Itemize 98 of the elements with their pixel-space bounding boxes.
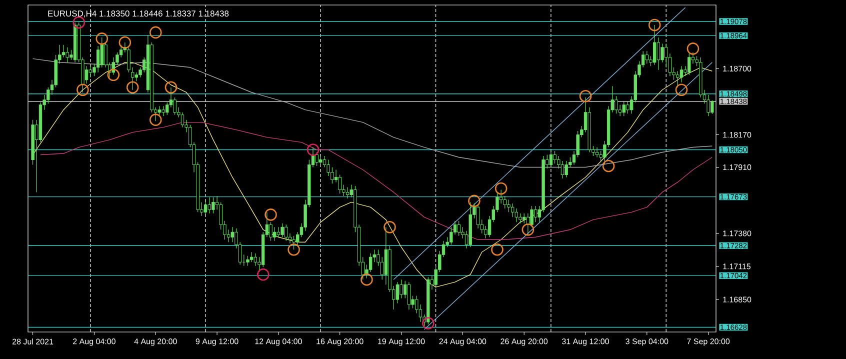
candlestick	[400, 279, 403, 299]
point	[384, 221, 396, 234]
candlestick	[254, 253, 258, 266]
point	[491, 243, 504, 256]
x-tick-label: 24 Aug 04:00	[439, 338, 486, 346]
x-tick-label: 19 Aug 12:00	[378, 338, 425, 346]
candlestick	[346, 186, 350, 199]
candlestick	[564, 160, 568, 178]
candlestick	[88, 66, 92, 78]
point	[360, 273, 373, 286]
candlestick	[507, 199, 510, 212]
point	[107, 68, 120, 82]
candlestick	[131, 67, 134, 90]
candlestick	[534, 206, 538, 222]
candlestick	[368, 253, 372, 272]
x-tick-label: 31 Aug 12:00	[562, 338, 609, 346]
candlestick	[510, 203, 514, 218]
candlestick	[614, 96, 618, 114]
point	[76, 84, 89, 96]
candlestick	[112, 57, 115, 76]
x-tick-label: 3 Sep 04:00	[626, 338, 668, 346]
x-tick-label: 26 Aug 20:00	[500, 338, 548, 346]
candlestick	[680, 66, 684, 83]
candlestick	[212, 196, 215, 214]
candlestick	[230, 226, 234, 242]
candlestick	[276, 226, 280, 238]
y-tick-label: 1.17115	[723, 264, 751, 270]
candlestick	[250, 252, 254, 262]
x-tick-label: 4 Aug 20:00	[134, 338, 177, 346]
point	[149, 114, 162, 126]
candlestick	[688, 53, 691, 76]
candlestick	[62, 44, 66, 58]
candlestick	[514, 208, 518, 222]
candlestick	[560, 160, 564, 179]
candlestick	[522, 213, 526, 224]
candlestick	[292, 236, 296, 250]
line-series	[32, 62, 713, 288]
candlestick	[622, 100, 626, 116]
candlestick	[326, 159, 330, 176]
point	[306, 144, 320, 156]
candlestick	[162, 106, 165, 116]
candlestick	[549, 149, 553, 168]
candlestick	[158, 106, 162, 116]
candlestick	[396, 282, 400, 304]
candlestick	[676, 70, 680, 88]
candlestick	[273, 226, 276, 242]
point	[648, 18, 661, 32]
candlestick	[246, 256, 250, 266]
candlestick	[553, 150, 556, 164]
candlestick	[656, 37, 660, 70]
point	[264, 208, 277, 221]
candlestick	[66, 47, 69, 63]
point	[468, 194, 480, 208]
candlestick	[330, 166, 334, 184]
x-tick-label: 28 Jul 2021	[12, 338, 54, 344]
point	[522, 224, 534, 236]
candlestick	[134, 72, 138, 82]
candlestick	[476, 204, 480, 229]
y-tick-label: 1.17380	[723, 230, 752, 236]
y-tick-label: 1.18170	[723, 132, 752, 138]
y-tick-label: 1.18700	[723, 66, 752, 72]
candlestick	[710, 100, 714, 114]
point	[675, 84, 688, 96]
point	[494, 182, 508, 195]
text: EURUSD,H4 1.18350 1.18446 1.18337 1.18438	[48, 10, 229, 18]
candlestick	[518, 213, 522, 224]
point	[288, 243, 300, 256]
y-tick-label: 1.17910	[723, 164, 752, 170]
candlestick	[204, 199, 208, 215]
candlestick	[595, 146, 599, 158]
candlestick	[96, 46, 100, 73]
point	[164, 81, 178, 94]
y-tick-label: 1.16850	[723, 296, 752, 302]
candlestick	[457, 220, 460, 236]
point	[256, 268, 270, 281]
candlestick	[280, 223, 284, 238]
candlestick	[319, 156, 322, 166]
candlestick	[127, 47, 130, 73]
x-tick-label: 7 Sep 20:00	[687, 338, 730, 346]
candlestick	[645, 50, 649, 64]
candlestick	[626, 100, 630, 114]
point	[126, 81, 139, 94]
x-tick-label: 12 Aug 04:00	[255, 338, 302, 346]
candlestick	[407, 282, 411, 310]
point	[118, 36, 132, 49]
candlestick	[208, 196, 211, 214]
point	[422, 317, 434, 330]
point	[149, 26, 162, 39]
point	[602, 160, 615, 172]
x-tick-label: 9 Aug 12:00	[196, 338, 238, 346]
point	[579, 90, 592, 102]
candlestick	[284, 224, 288, 242]
point	[96, 32, 108, 45]
candlestick	[180, 112, 184, 128]
x-tick-label: 2 Aug 04:00	[73, 338, 116, 346]
point	[686, 42, 700, 55]
x-tick-label: 16 Aug 20:00	[316, 338, 364, 346]
candlestick	[660, 43, 664, 63]
